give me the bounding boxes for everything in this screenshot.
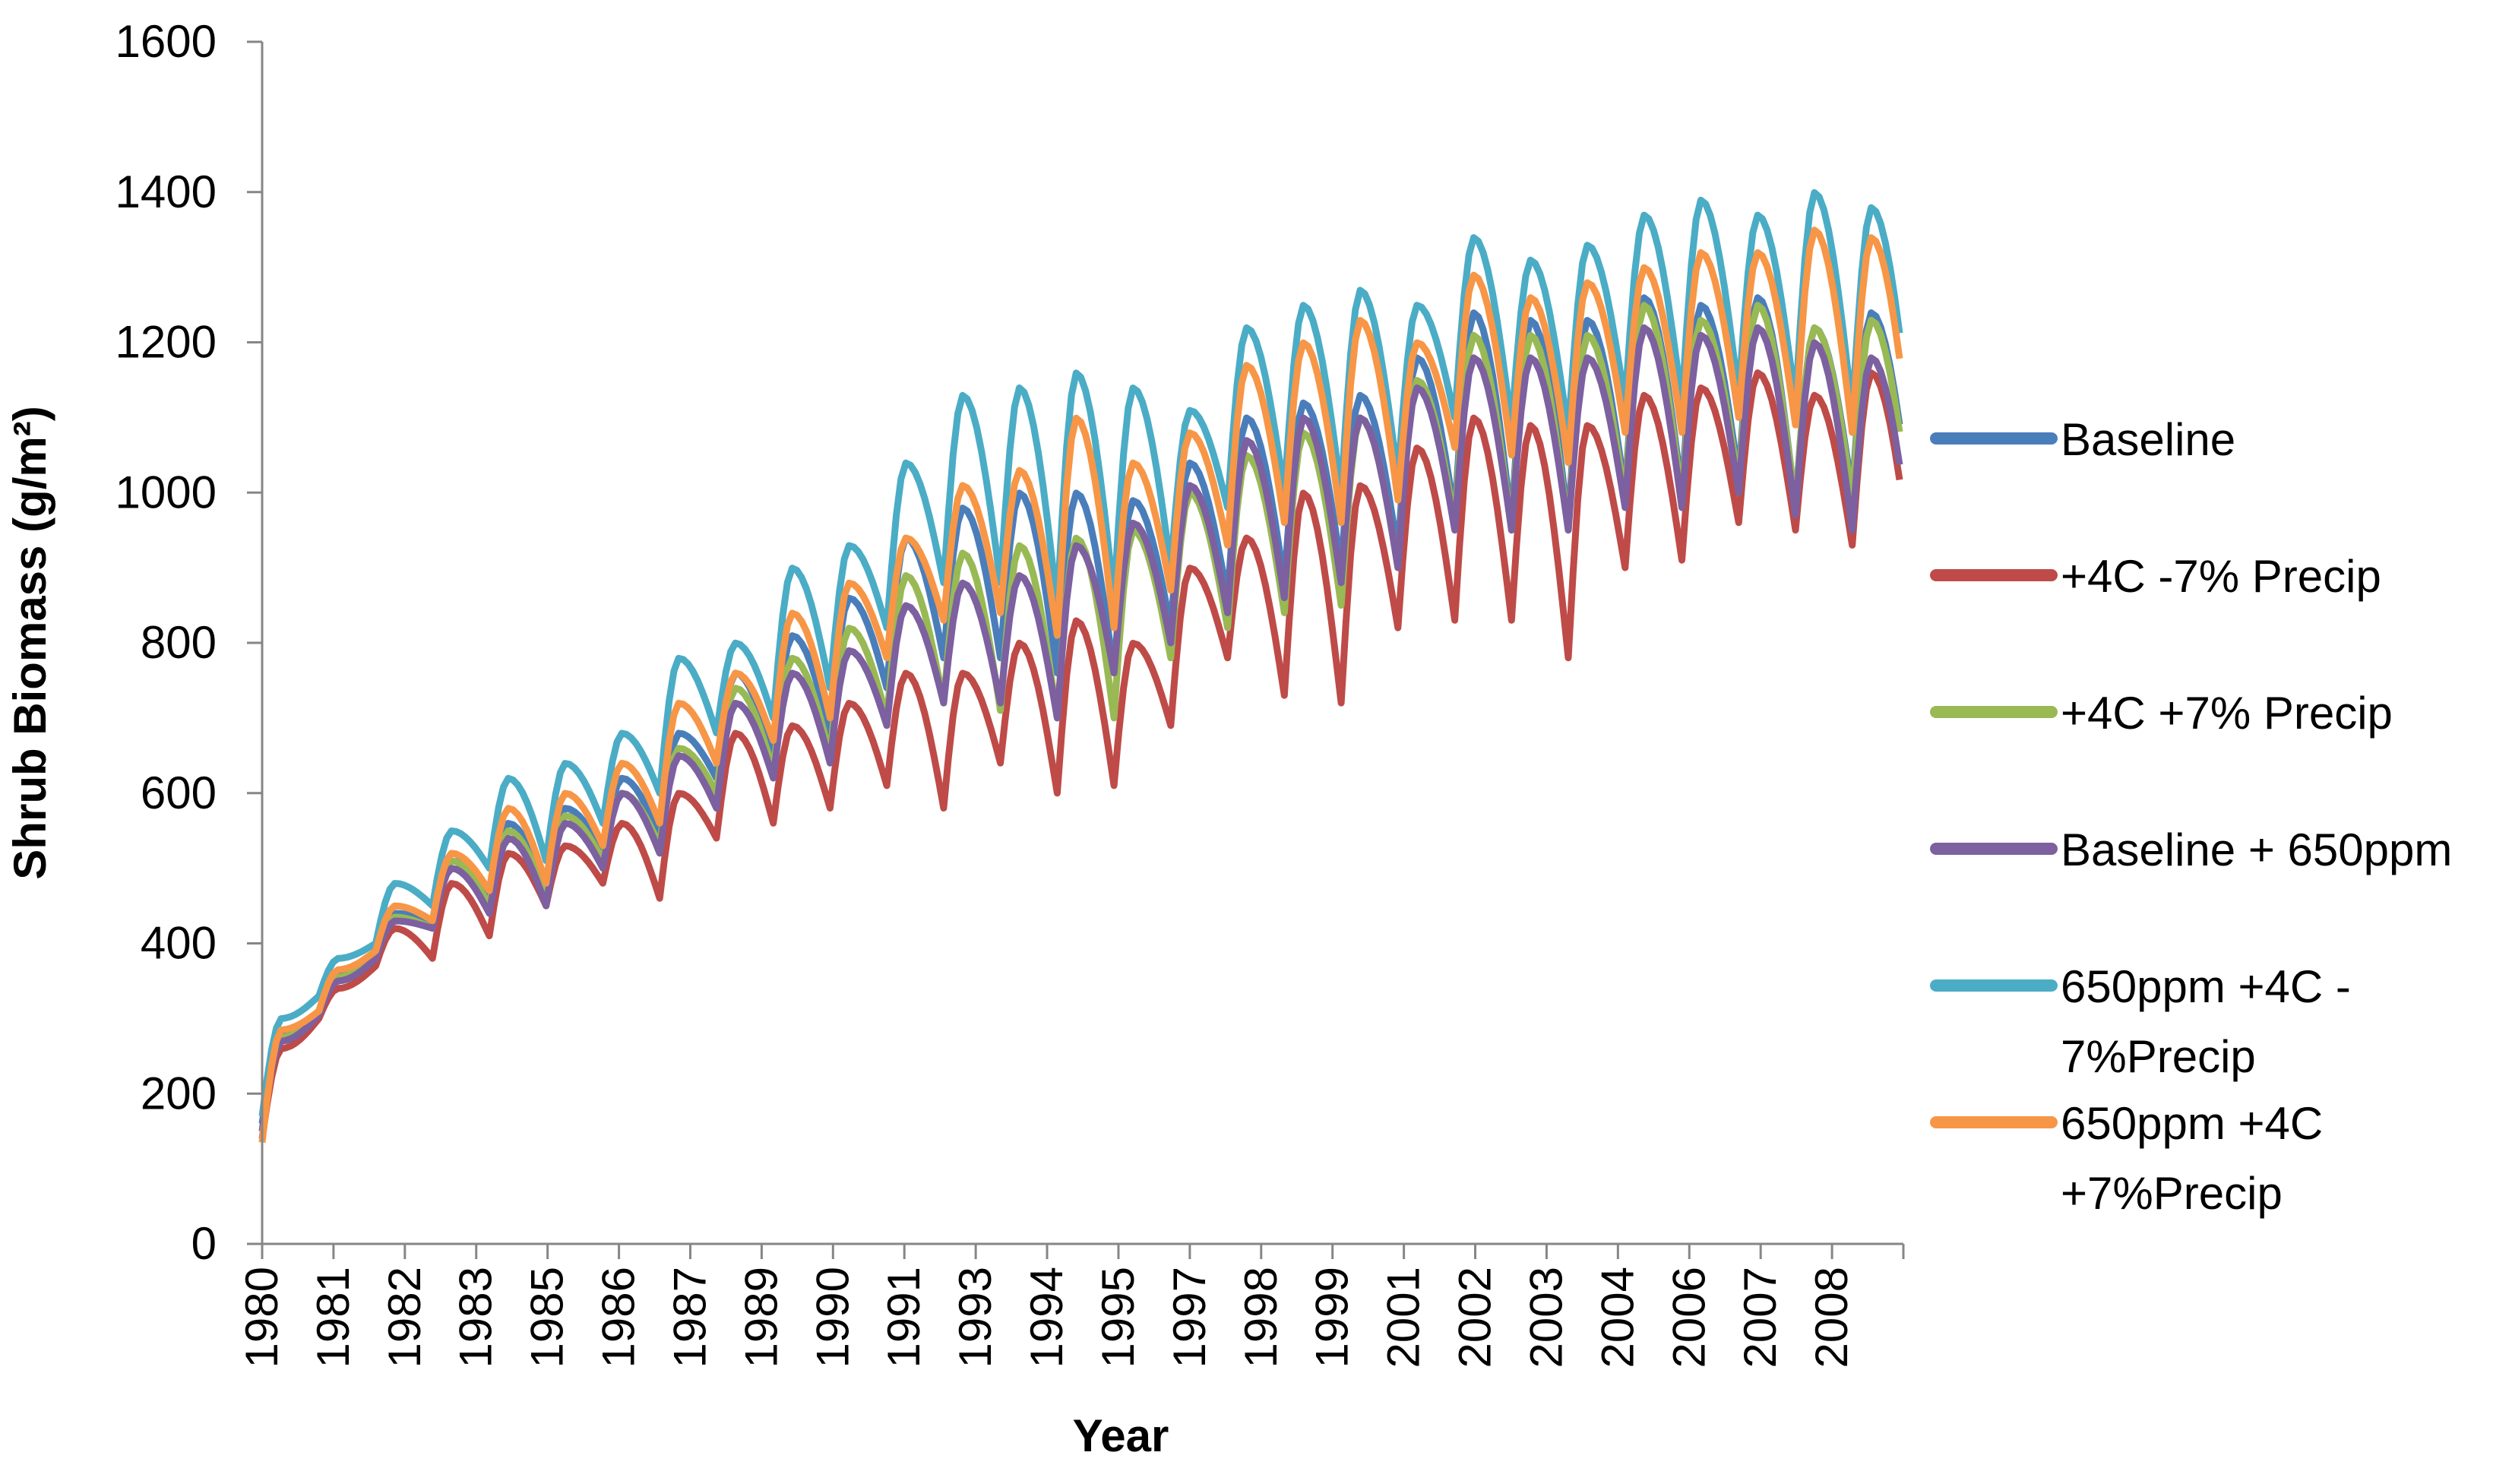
y-axis-ticks: 0 200 400 600 800 1000 1200 1400 1600 bbox=[115, 16, 262, 1269]
x-tick-label: 1990 bbox=[807, 1267, 858, 1368]
x-tick-label: 1994 bbox=[1021, 1267, 1072, 1368]
x-axis-ticks: 1980 1981 1982 1983 1985 1986 1987 1989 1990 1991… bbox=[236, 1244, 1905, 1368]
y-axis-title: Shrub Biomass (g/m²) bbox=[5, 406, 55, 879]
x-tick-label: 2001 bbox=[1378, 1267, 1429, 1368]
legend-label: +7%Precip bbox=[2061, 1168, 2283, 1219]
series-line-5 bbox=[258, 226, 1903, 1144]
x-tick-label: 1985 bbox=[522, 1267, 573, 1368]
x-tick-label: 2004 bbox=[1592, 1267, 1643, 1368]
x-tick-label: 1999 bbox=[1307, 1267, 1358, 1368]
x-tick-label: 1981 bbox=[308, 1267, 359, 1368]
x-tick-label: 1991 bbox=[878, 1267, 929, 1368]
x-tick-label: 1983 bbox=[451, 1267, 501, 1368]
y-tick-label: 1000 bbox=[115, 467, 217, 517]
x-tick-label: 2007 bbox=[1735, 1267, 1786, 1368]
y-tick-label: 600 bbox=[141, 767, 217, 818]
x-tick-label: 1993 bbox=[950, 1267, 1001, 1368]
y-tick-label: 800 bbox=[141, 617, 217, 668]
legend-label: Baseline + 650ppm bbox=[2061, 824, 2452, 875]
x-tick-label: 1995 bbox=[1093, 1267, 1144, 1368]
series-lines bbox=[258, 189, 1903, 1144]
legend-label: +4C +7% Precip bbox=[2061, 688, 2393, 739]
x-tick-label: 1986 bbox=[593, 1267, 644, 1368]
x-tick-label: 2002 bbox=[1450, 1267, 1501, 1368]
x-tick-label: 2003 bbox=[1520, 1267, 1571, 1368]
y-tick-label: 0 bbox=[191, 1218, 217, 1269]
x-tick-label: 1989 bbox=[736, 1267, 786, 1368]
y-tick-label: 1600 bbox=[115, 16, 217, 67]
x-tick-label: 1982 bbox=[379, 1267, 430, 1368]
legend: Baseline +4C -7% Precip +4C +7% Precip Base… bbox=[1930, 414, 2452, 1219]
y-tick-label: 400 bbox=[141, 918, 217, 969]
axes bbox=[261, 42, 1903, 1245]
legend-label: +4C -7% Precip bbox=[2061, 551, 2381, 602]
x-tick-label: 2006 bbox=[1663, 1267, 1714, 1368]
legend-label: 650ppm +4C - bbox=[2061, 961, 2351, 1012]
x-tick-label: 1998 bbox=[1235, 1267, 1286, 1368]
legend-label: 7%Precip bbox=[2061, 1031, 2256, 1082]
legend-label: Baseline bbox=[2061, 414, 2235, 465]
y-tick-label: 1400 bbox=[115, 166, 217, 217]
series-line-3 bbox=[258, 324, 1903, 1132]
x-tick-label: 2008 bbox=[1806, 1267, 1857, 1368]
y-tick-label: 200 bbox=[141, 1068, 217, 1119]
legend-label: 650ppm +4C bbox=[2061, 1098, 2323, 1149]
x-tick-label: 1997 bbox=[1164, 1267, 1215, 1368]
x-tick-label: 1987 bbox=[664, 1267, 715, 1368]
x-tick-label: 1980 bbox=[236, 1267, 287, 1368]
y-tick-label: 1200 bbox=[115, 317, 217, 368]
x-axis-title: Year bbox=[1073, 1410, 1169, 1461]
series-line-1 bbox=[258, 369, 1903, 1140]
